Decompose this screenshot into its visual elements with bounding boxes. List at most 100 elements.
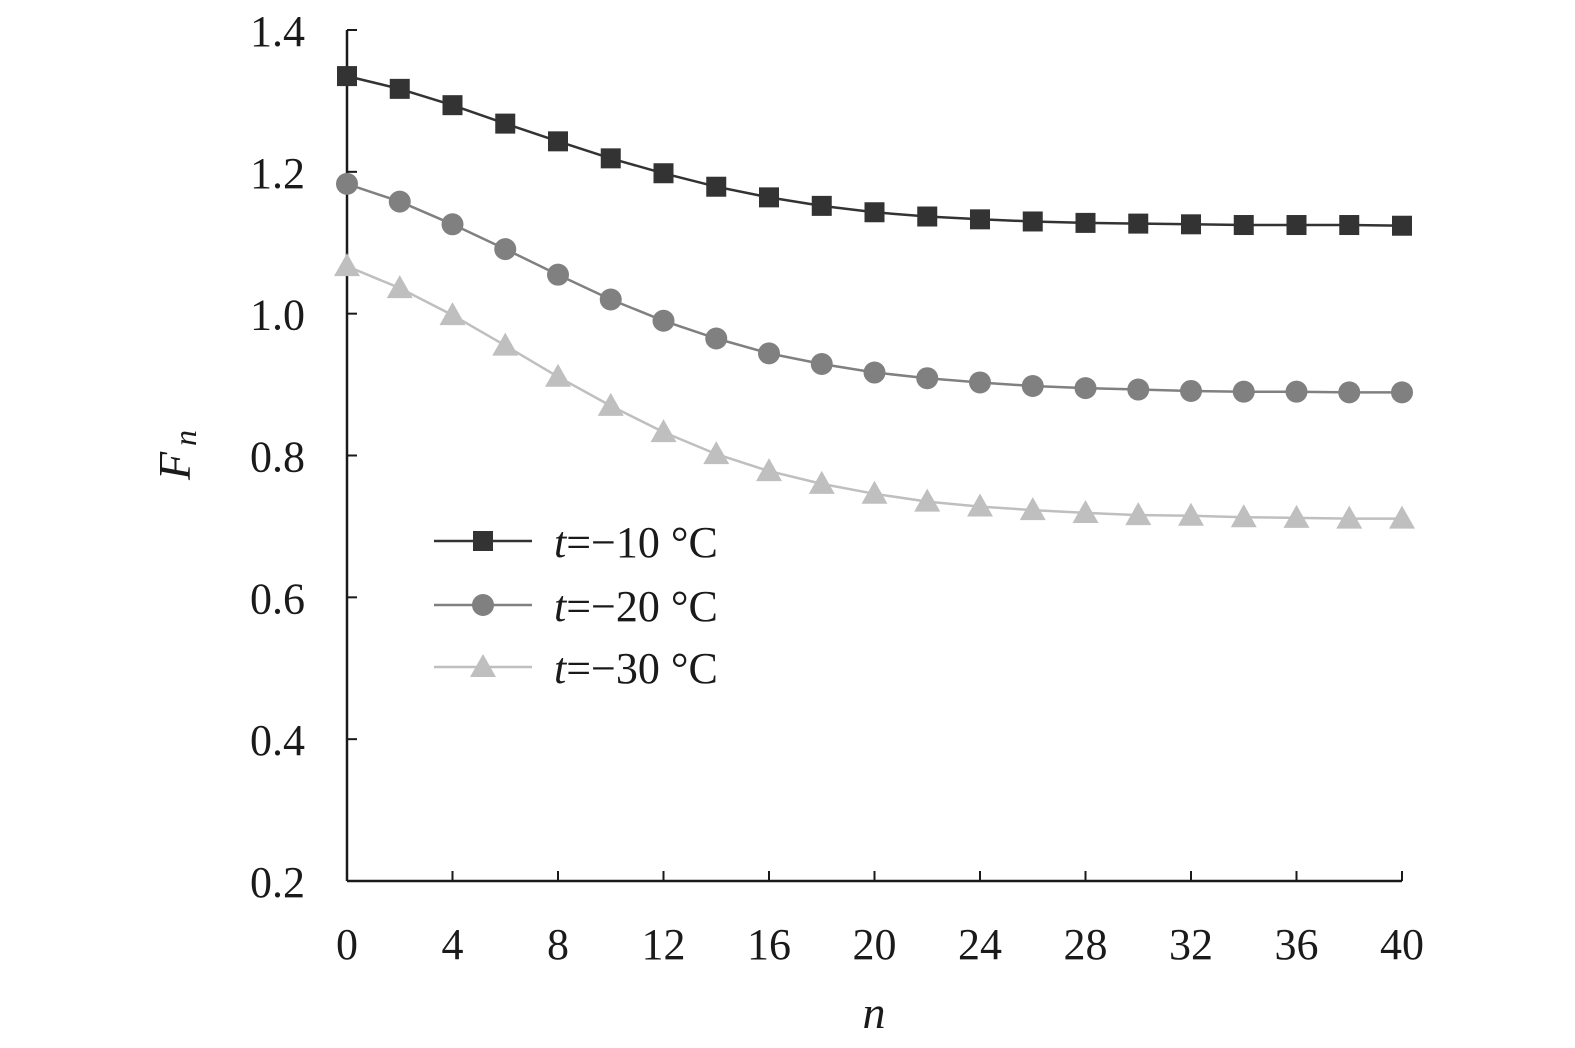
data-point bbox=[810, 353, 833, 376]
data-point bbox=[494, 238, 517, 261]
data-point bbox=[599, 288, 622, 311]
y-axis-title-sub: n bbox=[167, 430, 203, 446]
legend-marker-square bbox=[473, 531, 493, 551]
x-tick-label: 32 bbox=[1169, 920, 1213, 969]
data-point bbox=[653, 163, 674, 184]
data-point bbox=[1075, 212, 1096, 233]
legend-label: t=−20 °C bbox=[554, 582, 718, 631]
x-tick-label: 12 bbox=[642, 920, 686, 969]
data-point bbox=[916, 367, 939, 390]
y-tick-label: 1.2 bbox=[250, 149, 305, 198]
data-point bbox=[492, 332, 519, 356]
data-point bbox=[1232, 380, 1255, 403]
y-tick-label: 1.0 bbox=[250, 291, 305, 340]
data-point bbox=[389, 78, 410, 99]
y-tick-label: 0.8 bbox=[250, 433, 305, 482]
data-point bbox=[650, 419, 677, 443]
x-ticks: 0 4 8 12 16 20 24 28 32 36 40 bbox=[336, 871, 1424, 969]
data-point bbox=[336, 172, 358, 195]
data-point bbox=[1125, 502, 1152, 526]
data-point bbox=[1336, 505, 1363, 529]
legend-item: t=−10 °C bbox=[434, 518, 718, 567]
data-point bbox=[759, 187, 779, 208]
data-point bbox=[652, 309, 675, 332]
data-point bbox=[808, 470, 835, 494]
data-point bbox=[1391, 381, 1413, 404]
y-tick-label: 0.6 bbox=[250, 574, 305, 623]
x-tick-label: 36 bbox=[1275, 920, 1319, 969]
data-point bbox=[495, 113, 516, 134]
data-point bbox=[969, 371, 991, 394]
data-point bbox=[1127, 378, 1150, 401]
data-point bbox=[914, 488, 941, 512]
data-point bbox=[1392, 215, 1412, 236]
data-point bbox=[864, 202, 885, 223]
y-tick-label: 0.4 bbox=[250, 716, 305, 765]
x-tick-label: 24 bbox=[958, 920, 1002, 969]
y-ticks: 0.2 0.4 0.6 0.8 1.0 1.2 1.4 bbox=[250, 7, 357, 907]
svg-text:Fn: Fn bbox=[149, 430, 203, 481]
x-tick-label: 0 bbox=[336, 920, 358, 969]
data-point bbox=[1181, 214, 1201, 235]
y-tick-label: 1.4 bbox=[250, 7, 305, 56]
data-point bbox=[811, 195, 832, 216]
data-point bbox=[703, 441, 730, 465]
data-point bbox=[1389, 505, 1415, 529]
data-point bbox=[861, 480, 888, 504]
data-point bbox=[1233, 215, 1254, 236]
x-tick-label: 4 bbox=[442, 920, 464, 969]
x-tick-label: 28 bbox=[1064, 920, 1108, 969]
y-axis-title: Fn bbox=[149, 430, 203, 481]
data-point bbox=[705, 327, 728, 350]
data-point bbox=[758, 342, 780, 365]
data-point bbox=[597, 392, 624, 416]
data-point bbox=[442, 95, 463, 116]
data-point bbox=[600, 148, 621, 169]
series-circle bbox=[336, 172, 1413, 404]
data-point bbox=[1180, 379, 1202, 402]
legend-item: t=−20 °C bbox=[434, 582, 718, 631]
legend-label: t=−30 °C bbox=[554, 644, 718, 693]
data-point bbox=[388, 190, 411, 213]
data-point bbox=[1286, 215, 1307, 236]
x-tick-label: 16 bbox=[747, 920, 791, 969]
data-point bbox=[1338, 381, 1361, 404]
data-point bbox=[1021, 375, 1044, 398]
data-point bbox=[1019, 497, 1046, 521]
data-point bbox=[1178, 502, 1204, 526]
data-point bbox=[441, 213, 464, 236]
data-point bbox=[1128, 213, 1149, 234]
data-point bbox=[548, 131, 568, 152]
legend: t=−10 °C t=−20 °C t=−30 °C bbox=[434, 518, 718, 693]
y-axis-title-main: F bbox=[149, 451, 200, 481]
data-point bbox=[439, 302, 466, 326]
data-point bbox=[706, 176, 727, 197]
axes bbox=[345, 30, 1402, 883]
x-tick-label: 40 bbox=[1380, 920, 1424, 969]
data-point bbox=[970, 209, 990, 230]
data-point bbox=[337, 66, 357, 87]
data-point bbox=[1074, 377, 1097, 400]
data-point bbox=[334, 253, 360, 277]
data-point bbox=[917, 206, 938, 227]
legend-item: t=−30 °C bbox=[434, 644, 718, 693]
data-point bbox=[545, 363, 571, 387]
data-point bbox=[1230, 504, 1257, 528]
x-tick-label: 20 bbox=[853, 920, 897, 969]
series-layer bbox=[334, 66, 1415, 529]
data-point bbox=[756, 458, 782, 482]
data-point bbox=[1339, 215, 1360, 236]
data-point bbox=[1022, 211, 1043, 232]
y-tick-label: 0.2 bbox=[250, 858, 305, 907]
data-point bbox=[1072, 499, 1099, 523]
series-square bbox=[337, 66, 1412, 236]
series-triangle bbox=[334, 253, 1415, 529]
data-point bbox=[967, 493, 993, 517]
data-point bbox=[1283, 504, 1310, 528]
data-point bbox=[1285, 380, 1308, 403]
legend-marker-circle bbox=[472, 594, 494, 616]
x-axis-title: n bbox=[863, 987, 886, 1038]
legend-label: t=−10 °C bbox=[554, 518, 718, 567]
x-tick-label: 8 bbox=[547, 920, 569, 969]
